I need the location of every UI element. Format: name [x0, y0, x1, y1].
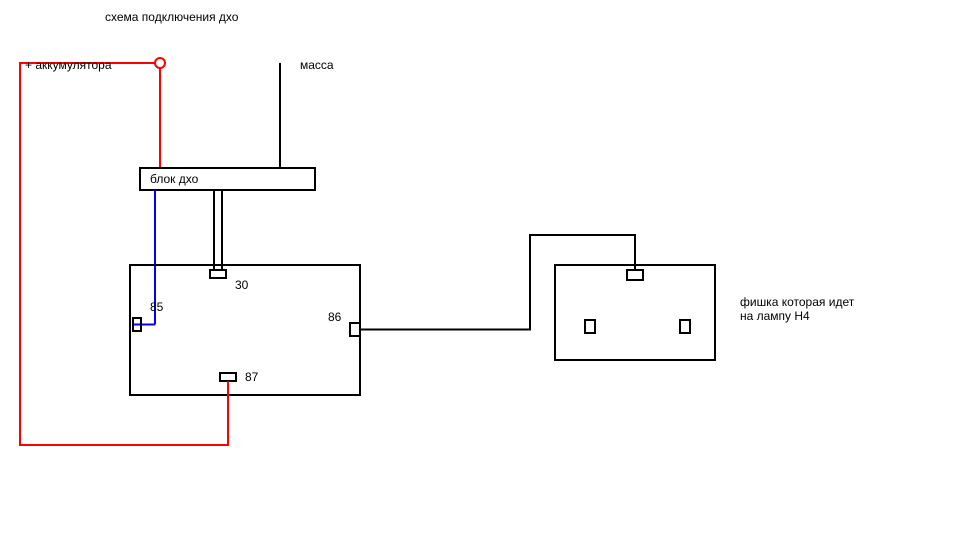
drl-block-label: блок дхо	[150, 172, 198, 186]
ground-label: масса	[300, 58, 334, 72]
h4-connector-label: фишка которая идет на лампу Н4	[740, 295, 854, 324]
pin-85-label: 85	[150, 300, 163, 314]
wiring-diagram	[0, 0, 960, 540]
battery-plus-label: + аккумулятора	[25, 58, 112, 72]
pin-87-label: 87	[245, 370, 258, 384]
pin-86-label: 86	[328, 310, 341, 324]
title-label: схема подключения дхо	[105, 10, 238, 24]
pin-30-label: 30	[235, 278, 248, 292]
